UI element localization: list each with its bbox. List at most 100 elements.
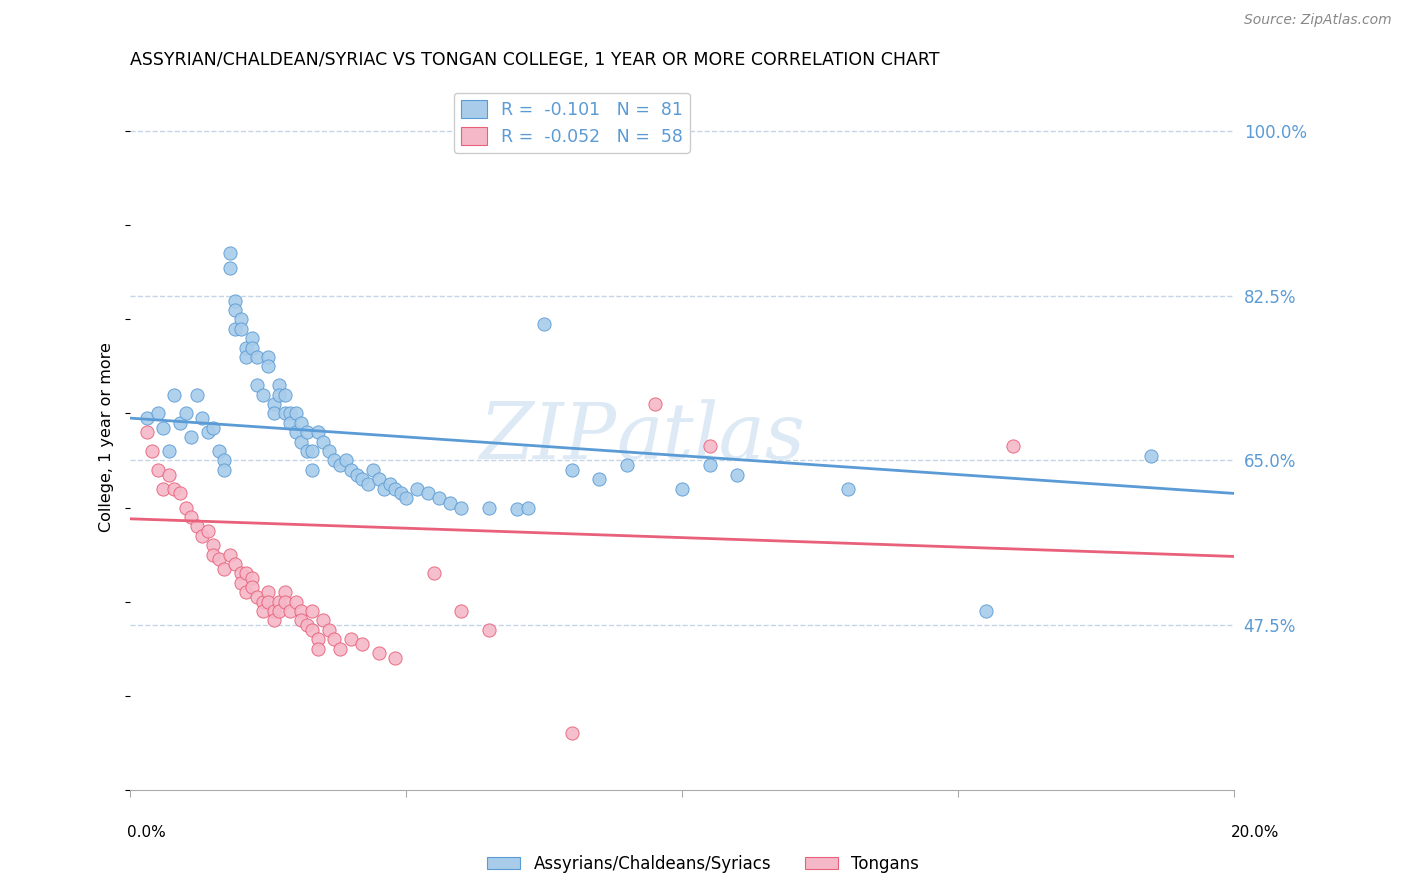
- Point: [212, 453, 235, 467]
- Point: [235, 341, 257, 355]
- Point: [307, 641, 329, 656]
- Point: [478, 623, 501, 637]
- Point: [263, 614, 285, 628]
- Point: [280, 416, 302, 430]
- Point: [389, 486, 412, 500]
- Point: [152, 482, 174, 496]
- Point: [257, 359, 280, 374]
- Point: [212, 562, 235, 576]
- Point: [423, 566, 446, 581]
- Point: [290, 604, 312, 618]
- Point: [229, 322, 252, 336]
- Point: [280, 406, 302, 420]
- Point: [1002, 439, 1025, 453]
- Point: [384, 482, 406, 496]
- Point: [224, 557, 246, 571]
- Point: [274, 585, 297, 599]
- Point: [240, 341, 263, 355]
- Point: [174, 406, 197, 420]
- Legend: R =  -0.101   N =  81, R =  -0.052   N =  58: R = -0.101 N = 81, R = -0.052 N = 58: [454, 93, 689, 153]
- Point: [307, 632, 329, 647]
- Y-axis label: College, 1 year or more: College, 1 year or more: [100, 342, 114, 532]
- Point: [135, 425, 157, 440]
- Point: [406, 482, 429, 496]
- Text: 0.0%: 0.0%: [127, 825, 166, 840]
- Point: [229, 566, 252, 581]
- Point: [218, 260, 240, 275]
- Point: [246, 350, 269, 364]
- Point: [246, 590, 269, 604]
- Point: [257, 594, 280, 608]
- Point: [295, 618, 318, 632]
- Point: [295, 444, 318, 458]
- Point: [212, 463, 235, 477]
- Point: [478, 500, 501, 515]
- Point: [152, 420, 174, 434]
- Point: [616, 458, 638, 472]
- Point: [263, 397, 285, 411]
- Point: [235, 350, 257, 364]
- Point: [312, 614, 335, 628]
- Point: [146, 406, 169, 420]
- Point: [329, 641, 352, 656]
- Point: [191, 529, 214, 543]
- Point: [274, 594, 297, 608]
- Point: [135, 411, 157, 425]
- Point: [240, 331, 263, 345]
- Point: [174, 500, 197, 515]
- Point: [312, 434, 335, 449]
- Point: [274, 387, 297, 401]
- Point: [269, 387, 291, 401]
- Point: [146, 463, 169, 477]
- Point: [202, 548, 225, 562]
- Point: [561, 463, 583, 477]
- Point: [163, 482, 186, 496]
- Point: [644, 397, 666, 411]
- Point: [263, 406, 285, 420]
- Point: [295, 425, 318, 440]
- Point: [352, 637, 374, 651]
- Point: [252, 387, 274, 401]
- Point: [318, 444, 340, 458]
- Point: [257, 585, 280, 599]
- Point: [280, 604, 302, 618]
- Point: [290, 614, 312, 628]
- Point: [252, 594, 274, 608]
- Point: [284, 594, 307, 608]
- Point: [352, 472, 374, 486]
- Text: Source: ZipAtlas.com: Source: ZipAtlas.com: [1244, 13, 1392, 28]
- Point: [186, 519, 208, 533]
- Point: [699, 458, 721, 472]
- Point: [257, 350, 280, 364]
- Point: [269, 378, 291, 392]
- Point: [329, 458, 352, 472]
- Point: [1140, 449, 1163, 463]
- Text: atlas: atlas: [616, 399, 804, 475]
- Point: [202, 538, 225, 552]
- Point: [274, 406, 297, 420]
- Point: [224, 322, 246, 336]
- Point: [340, 463, 363, 477]
- Point: [373, 482, 395, 496]
- Point: [378, 477, 401, 491]
- Point: [307, 425, 329, 440]
- Point: [207, 552, 229, 566]
- Point: [384, 651, 406, 665]
- Point: [290, 416, 312, 430]
- Text: ZIP: ZIP: [479, 399, 616, 475]
- Point: [180, 430, 202, 444]
- Text: ASSYRIAN/CHALDEAN/SYRIAC VS TONGAN COLLEGE, 1 YEAR OR MORE CORRELATION CHART: ASSYRIAN/CHALDEAN/SYRIAC VS TONGAN COLLE…: [131, 51, 939, 69]
- Point: [157, 467, 180, 482]
- Point: [157, 444, 180, 458]
- Point: [516, 500, 538, 515]
- Point: [439, 496, 461, 510]
- Point: [301, 463, 323, 477]
- Point: [301, 604, 323, 618]
- Point: [163, 387, 186, 401]
- Point: [269, 594, 291, 608]
- Point: [367, 646, 389, 660]
- Point: [533, 317, 555, 331]
- Point: [301, 623, 323, 637]
- Point: [169, 486, 191, 500]
- Point: [323, 453, 346, 467]
